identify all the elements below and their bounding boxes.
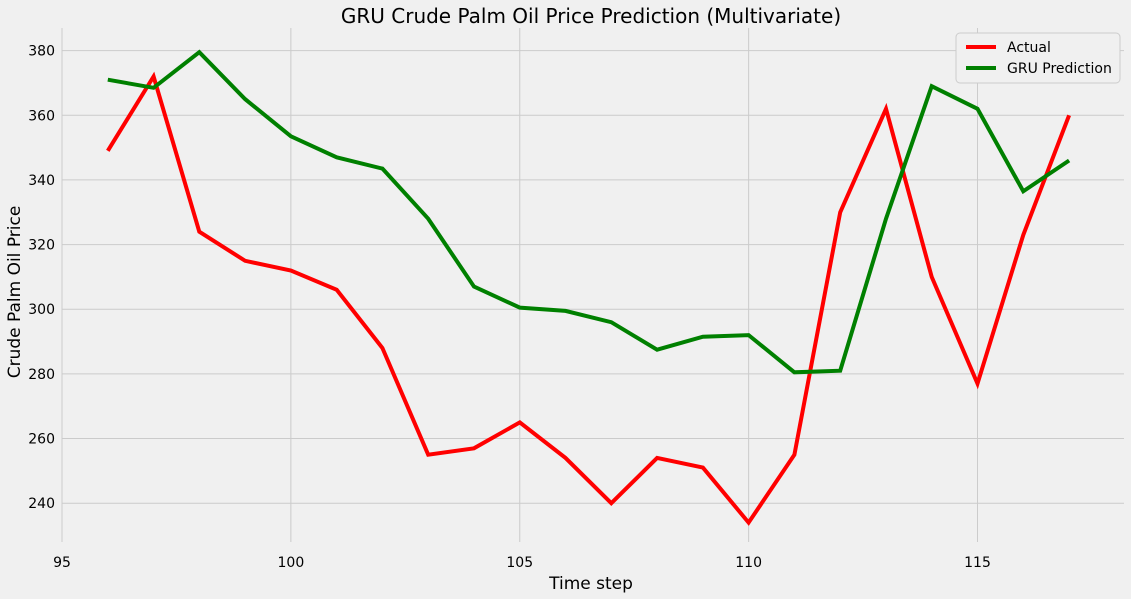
tick-labels: 95 100 105 110 115 240 260 280 300 320 340 360 380 xyxy=(28,44,991,571)
grid xyxy=(61,28,1124,542)
y-tick-label: 320 xyxy=(28,238,55,254)
y-tick-label: 260 xyxy=(28,432,55,448)
x-tick-label: 115 xyxy=(964,555,991,571)
legend: Actual GRU Prediction xyxy=(955,32,1121,84)
y-tick-label: 300 xyxy=(28,302,55,318)
series-lines xyxy=(106,49,1071,526)
legend-label-gru-prediction: GRU Prediction xyxy=(1007,61,1112,77)
y-tick-label: 280 xyxy=(28,367,55,383)
x-axis-label: Time step xyxy=(548,574,633,594)
y-tick-label: 380 xyxy=(28,44,55,60)
x-tick-label: 105 xyxy=(506,555,533,571)
chart-title: GRU Crude Palm Oil Price Prediction (Mul… xyxy=(341,4,841,28)
y-tick-label: 360 xyxy=(28,108,55,124)
series-line-gru-prediction xyxy=(107,49,1071,375)
y-tick-label: 340 xyxy=(28,173,55,189)
legend-label-actual: Actual xyxy=(1007,40,1051,56)
series-line-actual xyxy=(106,71,1071,526)
legend-box xyxy=(955,32,1121,84)
x-tick-label: 95 xyxy=(53,555,71,571)
y-axis-label: Crude Palm Oil Price xyxy=(5,206,25,379)
x-tick-label: 100 xyxy=(278,555,305,571)
y-tick-label: 240 xyxy=(28,496,55,512)
x-tick-label: 110 xyxy=(735,555,762,571)
